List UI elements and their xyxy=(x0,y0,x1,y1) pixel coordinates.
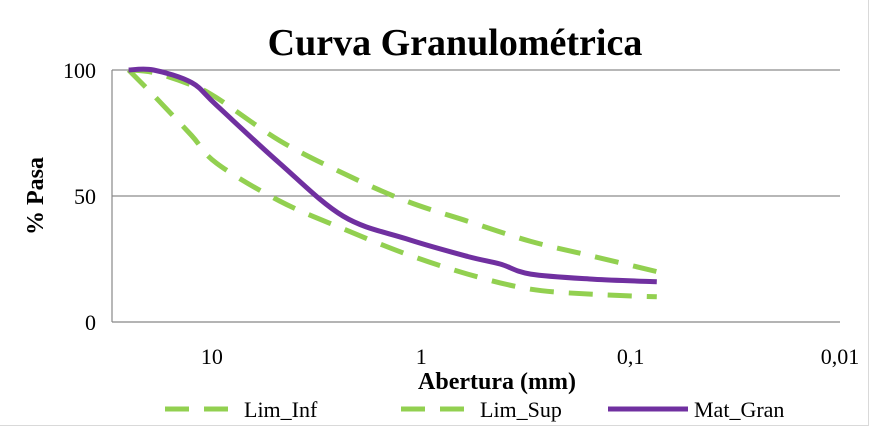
legend-label: Lim_Sup xyxy=(480,397,562,422)
y-tick-label: 50 xyxy=(74,184,96,209)
x-tick-label: 0,01 xyxy=(821,344,860,369)
series-line-lim-sup xyxy=(128,67,658,275)
legend-label: Lim_Inf xyxy=(244,397,318,422)
y-tick-label: 100 xyxy=(63,58,96,83)
series-line-lim-inf xyxy=(126,68,657,300)
x-tick-label: 1 xyxy=(416,344,427,369)
x-tick-label: 0,1 xyxy=(617,344,645,369)
x-tick-label: 10 xyxy=(201,344,223,369)
chart-title: Curva Granulométrica xyxy=(268,22,643,64)
series-line-mat-gran xyxy=(128,66,657,285)
y-axis-title: % Pasa xyxy=(23,157,49,235)
legend-label: Mat_Gran xyxy=(694,397,784,422)
x-axis-title: Abertura (mm) xyxy=(418,369,576,395)
y-tick-label: 0 xyxy=(85,310,96,335)
legend: Lim_Inf Lim_Sup Mat_Gran xyxy=(165,397,784,422)
